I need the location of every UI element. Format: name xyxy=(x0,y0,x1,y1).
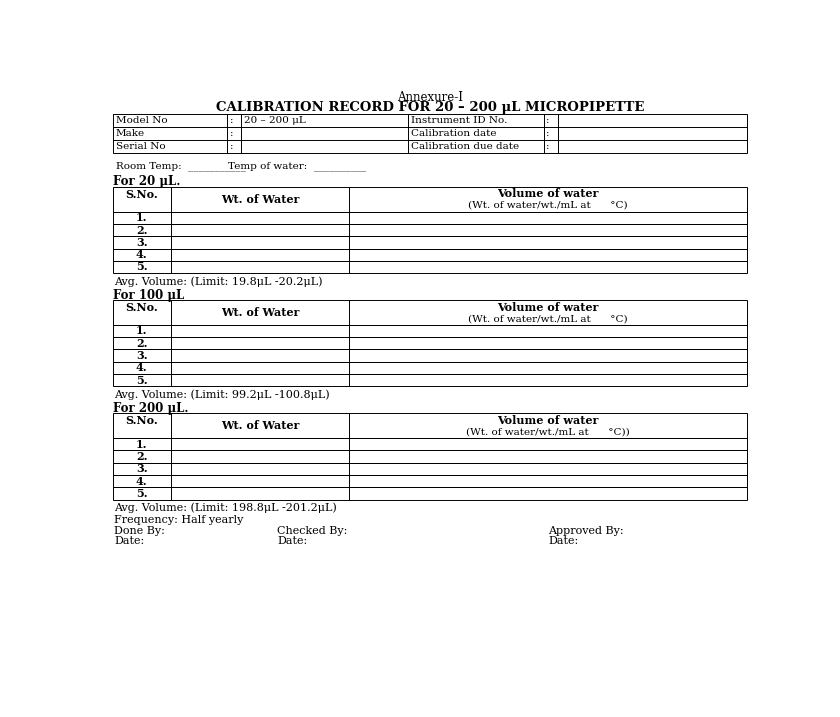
Text: 20 – 200 μL: 20 – 200 μL xyxy=(244,116,307,125)
Text: 2.: 2. xyxy=(136,451,148,462)
Text: :: : xyxy=(546,142,549,151)
Text: 4.: 4. xyxy=(136,250,148,260)
Bar xyxy=(113,114,747,153)
Bar xyxy=(113,488,747,500)
Text: Date:: Date: xyxy=(277,536,307,546)
Text: Done By:: Done By: xyxy=(114,526,165,536)
Text: Volume of water: Volume of water xyxy=(497,302,599,313)
Text: :: : xyxy=(230,142,234,151)
Text: S.No.: S.No. xyxy=(125,189,158,200)
Text: Avg. Volume: (Limit: 19.8μL -20.2μL): Avg. Volume: (Limit: 19.8μL -20.2μL) xyxy=(114,276,323,287)
Bar xyxy=(113,337,747,349)
Text: (Wt. of water/wt./mL at      °C): (Wt. of water/wt./mL at °C) xyxy=(468,201,627,210)
Text: :: : xyxy=(230,116,234,125)
Text: Calibration date: Calibration date xyxy=(411,129,496,138)
Text: :: : xyxy=(546,116,549,125)
Bar xyxy=(113,450,747,462)
Bar xyxy=(113,438,747,450)
Text: Avg. Volume: (Limit: 99.2μL -100.8μL): Avg. Volume: (Limit: 99.2μL -100.8μL) xyxy=(114,389,330,400)
Text: 1.: 1. xyxy=(136,326,148,336)
Text: Avg. Volume: (Limit: 198.8μL -201.2μL): Avg. Volume: (Limit: 198.8μL -201.2μL) xyxy=(114,503,337,513)
Text: 5.: 5. xyxy=(136,262,148,272)
Text: Volume of water: Volume of water xyxy=(497,414,599,426)
Bar xyxy=(113,300,747,325)
Bar xyxy=(113,374,747,386)
Text: 2.: 2. xyxy=(136,338,148,348)
Bar xyxy=(113,349,747,361)
Text: S.No.: S.No. xyxy=(125,303,158,313)
Bar xyxy=(113,325,747,337)
Text: Temp of water:  __________: Temp of water: __________ xyxy=(228,161,366,171)
Text: Serial No: Serial No xyxy=(116,142,165,151)
Text: Wt. of Water: Wt. of Water xyxy=(221,307,299,318)
Text: Annexure-I: Annexure-I xyxy=(397,92,464,105)
Bar xyxy=(113,261,747,273)
Bar xyxy=(113,413,747,438)
Text: 3.: 3. xyxy=(136,350,148,361)
Text: 1.: 1. xyxy=(136,439,148,450)
Bar xyxy=(113,187,747,212)
Text: (Wt. of water/wt./mL at      °C)): (Wt. of water/wt./mL at °C)) xyxy=(466,427,630,436)
Text: Make: Make xyxy=(116,129,145,138)
Text: Frequency: Half yearly: Frequency: Half yearly xyxy=(114,515,244,525)
Text: For 200 μL.: For 200 μL. xyxy=(113,402,188,414)
Text: Checked By:: Checked By: xyxy=(277,526,348,536)
Bar xyxy=(113,475,747,488)
Text: CALIBRATION RECORD FOR 20 – 200 μL MICROPIPETTE: CALIBRATION RECORD FOR 20 – 200 μL MICRO… xyxy=(217,101,644,115)
Text: Room Temp:  ___________: Room Temp: ___________ xyxy=(116,161,246,171)
Bar xyxy=(113,212,747,224)
Text: Instrument ID No.: Instrument ID No. xyxy=(411,116,507,125)
Text: :: : xyxy=(546,129,549,138)
Text: 2.: 2. xyxy=(136,224,148,235)
Bar xyxy=(113,361,747,374)
Text: 4.: 4. xyxy=(136,362,148,374)
Text: 5.: 5. xyxy=(136,375,148,386)
Text: S.No.: S.No. xyxy=(125,415,158,427)
Text: Date:: Date: xyxy=(549,536,579,546)
Text: Volume of water: Volume of water xyxy=(497,189,599,199)
Text: For 20 μL.: For 20 μL. xyxy=(113,176,180,189)
Text: Wt. of Water: Wt. of Water xyxy=(221,420,299,431)
Bar xyxy=(113,236,747,249)
Text: Calibration due date: Calibration due date xyxy=(411,142,519,151)
Text: 3.: 3. xyxy=(136,463,148,474)
Bar xyxy=(113,462,747,475)
Text: (Wt. of water/wt./mL at      °C): (Wt. of water/wt./mL at °C) xyxy=(468,314,627,323)
Text: 1.: 1. xyxy=(136,212,148,223)
Text: For 100 μL: For 100 μL xyxy=(113,288,184,302)
Text: 4.: 4. xyxy=(136,475,148,487)
Text: Approved By:: Approved By: xyxy=(549,526,624,536)
Text: :: : xyxy=(230,129,234,138)
Bar xyxy=(113,224,747,236)
Text: Model No: Model No xyxy=(116,116,167,125)
Text: Date:: Date: xyxy=(114,536,144,546)
Bar xyxy=(113,249,747,261)
Text: Wt. of Water: Wt. of Water xyxy=(221,194,299,205)
Text: 3.: 3. xyxy=(136,237,148,248)
Text: 5.: 5. xyxy=(136,488,148,499)
